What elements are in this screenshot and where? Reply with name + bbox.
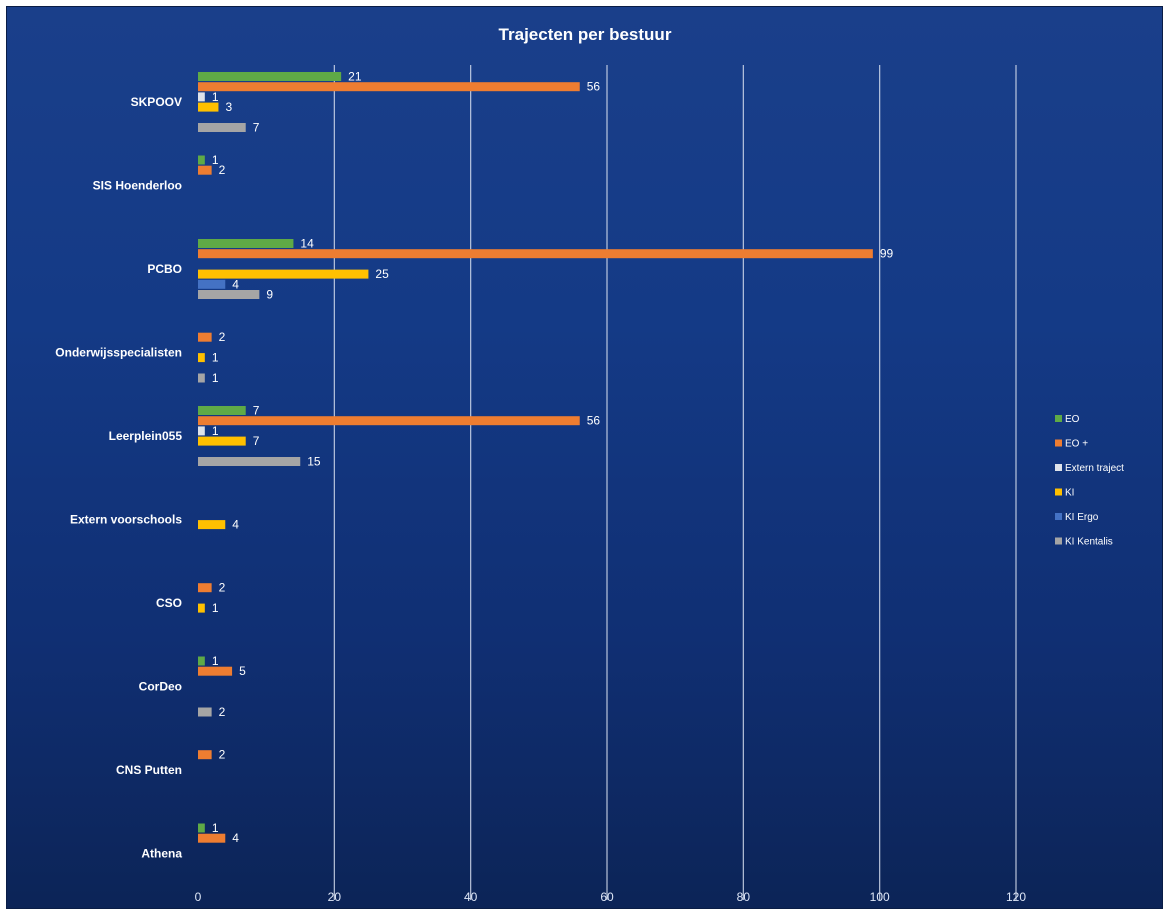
x-tick-label: 80 xyxy=(737,890,751,904)
bar xyxy=(198,72,342,81)
x-tick-label: 100 xyxy=(870,890,890,904)
bar xyxy=(198,656,205,666)
category-label: Leerplein055 xyxy=(109,429,183,443)
legend-swatch xyxy=(1055,488,1062,496)
bar xyxy=(198,603,205,613)
bar xyxy=(198,406,246,415)
data-label: 7 xyxy=(253,434,260,448)
gridlines xyxy=(333,65,1017,900)
data-label: 1 xyxy=(212,601,219,615)
data-label: 2 xyxy=(219,581,226,595)
bar xyxy=(198,249,873,259)
data-label: 2 xyxy=(219,705,226,719)
category-label: Extern voorschools xyxy=(70,513,182,527)
category-label: SKPOOV xyxy=(131,95,182,109)
bar xyxy=(198,666,233,676)
data-label: 14 xyxy=(300,237,314,251)
bar xyxy=(198,332,212,342)
legend-swatch xyxy=(1055,464,1062,471)
data-label: 7 xyxy=(253,121,260,135)
category-label: CSO xyxy=(156,596,182,610)
legend: EO EO + Extern traject KI KI Ergo KI Kentalis xyxy=(1055,414,1124,548)
legend-swatch xyxy=(1055,513,1062,520)
data-label: 4 xyxy=(232,831,239,845)
bar xyxy=(198,123,246,132)
legend-label: Extern traject xyxy=(1065,463,1124,474)
legend-label: EO + xyxy=(1065,439,1088,450)
category-labels: SKPOOV SIS Hoenderloo PCBO Onderwijsspecial… xyxy=(55,95,182,861)
bar xyxy=(198,92,205,102)
bar xyxy=(198,239,294,248)
data-label: 1 xyxy=(212,654,219,668)
data-label: 1 xyxy=(212,153,219,167)
data-label: 1 xyxy=(212,424,219,438)
data-label: 2 xyxy=(219,330,226,344)
bars xyxy=(198,72,873,843)
bar xyxy=(198,165,212,175)
data-label: 1 xyxy=(212,351,219,365)
category-label: SIS Hoenderloo xyxy=(93,179,182,193)
bar xyxy=(198,583,212,593)
category-label: CNS Putten xyxy=(116,763,182,777)
bar xyxy=(198,353,205,363)
bar xyxy=(198,833,226,843)
bar xyxy=(198,750,212,760)
bar xyxy=(198,290,260,299)
x-axis-ticks: 0 20 40 60 80 100 120 xyxy=(195,890,1027,904)
legend-label: KI Ergo xyxy=(1065,512,1099,523)
bar xyxy=(198,520,226,530)
data-label: 5 xyxy=(239,664,246,678)
data-label: 1 xyxy=(212,371,219,385)
data-label: 9 xyxy=(266,288,273,302)
data-label: 2 xyxy=(219,163,226,177)
bar xyxy=(198,155,205,165)
data-label: 25 xyxy=(375,267,389,281)
bar xyxy=(198,279,226,289)
legend-swatch xyxy=(1055,415,1062,422)
data-label: 15 xyxy=(307,455,321,469)
x-tick-label: 0 xyxy=(195,890,202,904)
x-tick-label: 120 xyxy=(1006,890,1026,904)
data-label: 7 xyxy=(253,404,260,418)
data-label: 1 xyxy=(212,90,219,104)
data-label: 99 xyxy=(880,247,894,261)
chart-area: Trajecten per bestuur 21 56 1 3 7 1 2 14 99 25 4 9 2… xyxy=(6,6,1163,909)
x-tick-label: 20 xyxy=(328,890,342,904)
bar xyxy=(198,82,580,92)
legend-label: EO xyxy=(1065,414,1080,425)
bar xyxy=(198,269,369,279)
x-tick-label: 40 xyxy=(464,890,478,904)
category-label: Onderwijsspecialisten xyxy=(55,346,182,360)
data-label: 4 xyxy=(232,518,239,532)
bar xyxy=(198,416,580,426)
category-label: Athena xyxy=(141,847,182,861)
bar xyxy=(198,426,205,436)
legend-label: KI Kentalis xyxy=(1065,537,1113,548)
bar xyxy=(198,457,301,466)
chart-title: Trajecten per bestuur xyxy=(499,25,672,44)
bar xyxy=(198,436,246,446)
bar xyxy=(198,373,205,383)
data-label: 3 xyxy=(225,100,232,114)
data-label: 56 xyxy=(587,414,601,428)
data-label: 1 xyxy=(212,821,219,835)
legend-swatch xyxy=(1055,439,1062,447)
bar xyxy=(198,102,219,112)
bar xyxy=(198,823,205,833)
data-label: 56 xyxy=(587,80,601,94)
data-label: 2 xyxy=(219,748,226,762)
legend-swatch xyxy=(1055,537,1062,545)
data-label: 4 xyxy=(232,277,239,291)
x-tick-label: 60 xyxy=(600,890,614,904)
bar-chart: Trajecten per bestuur 215613712149925492… xyxy=(55,25,1124,904)
category-label: PCBO xyxy=(147,262,182,276)
bar xyxy=(198,707,212,717)
category-label: CorDeo xyxy=(139,680,182,694)
data-label: 21 xyxy=(348,70,362,84)
legend-label: KI xyxy=(1065,488,1074,499)
